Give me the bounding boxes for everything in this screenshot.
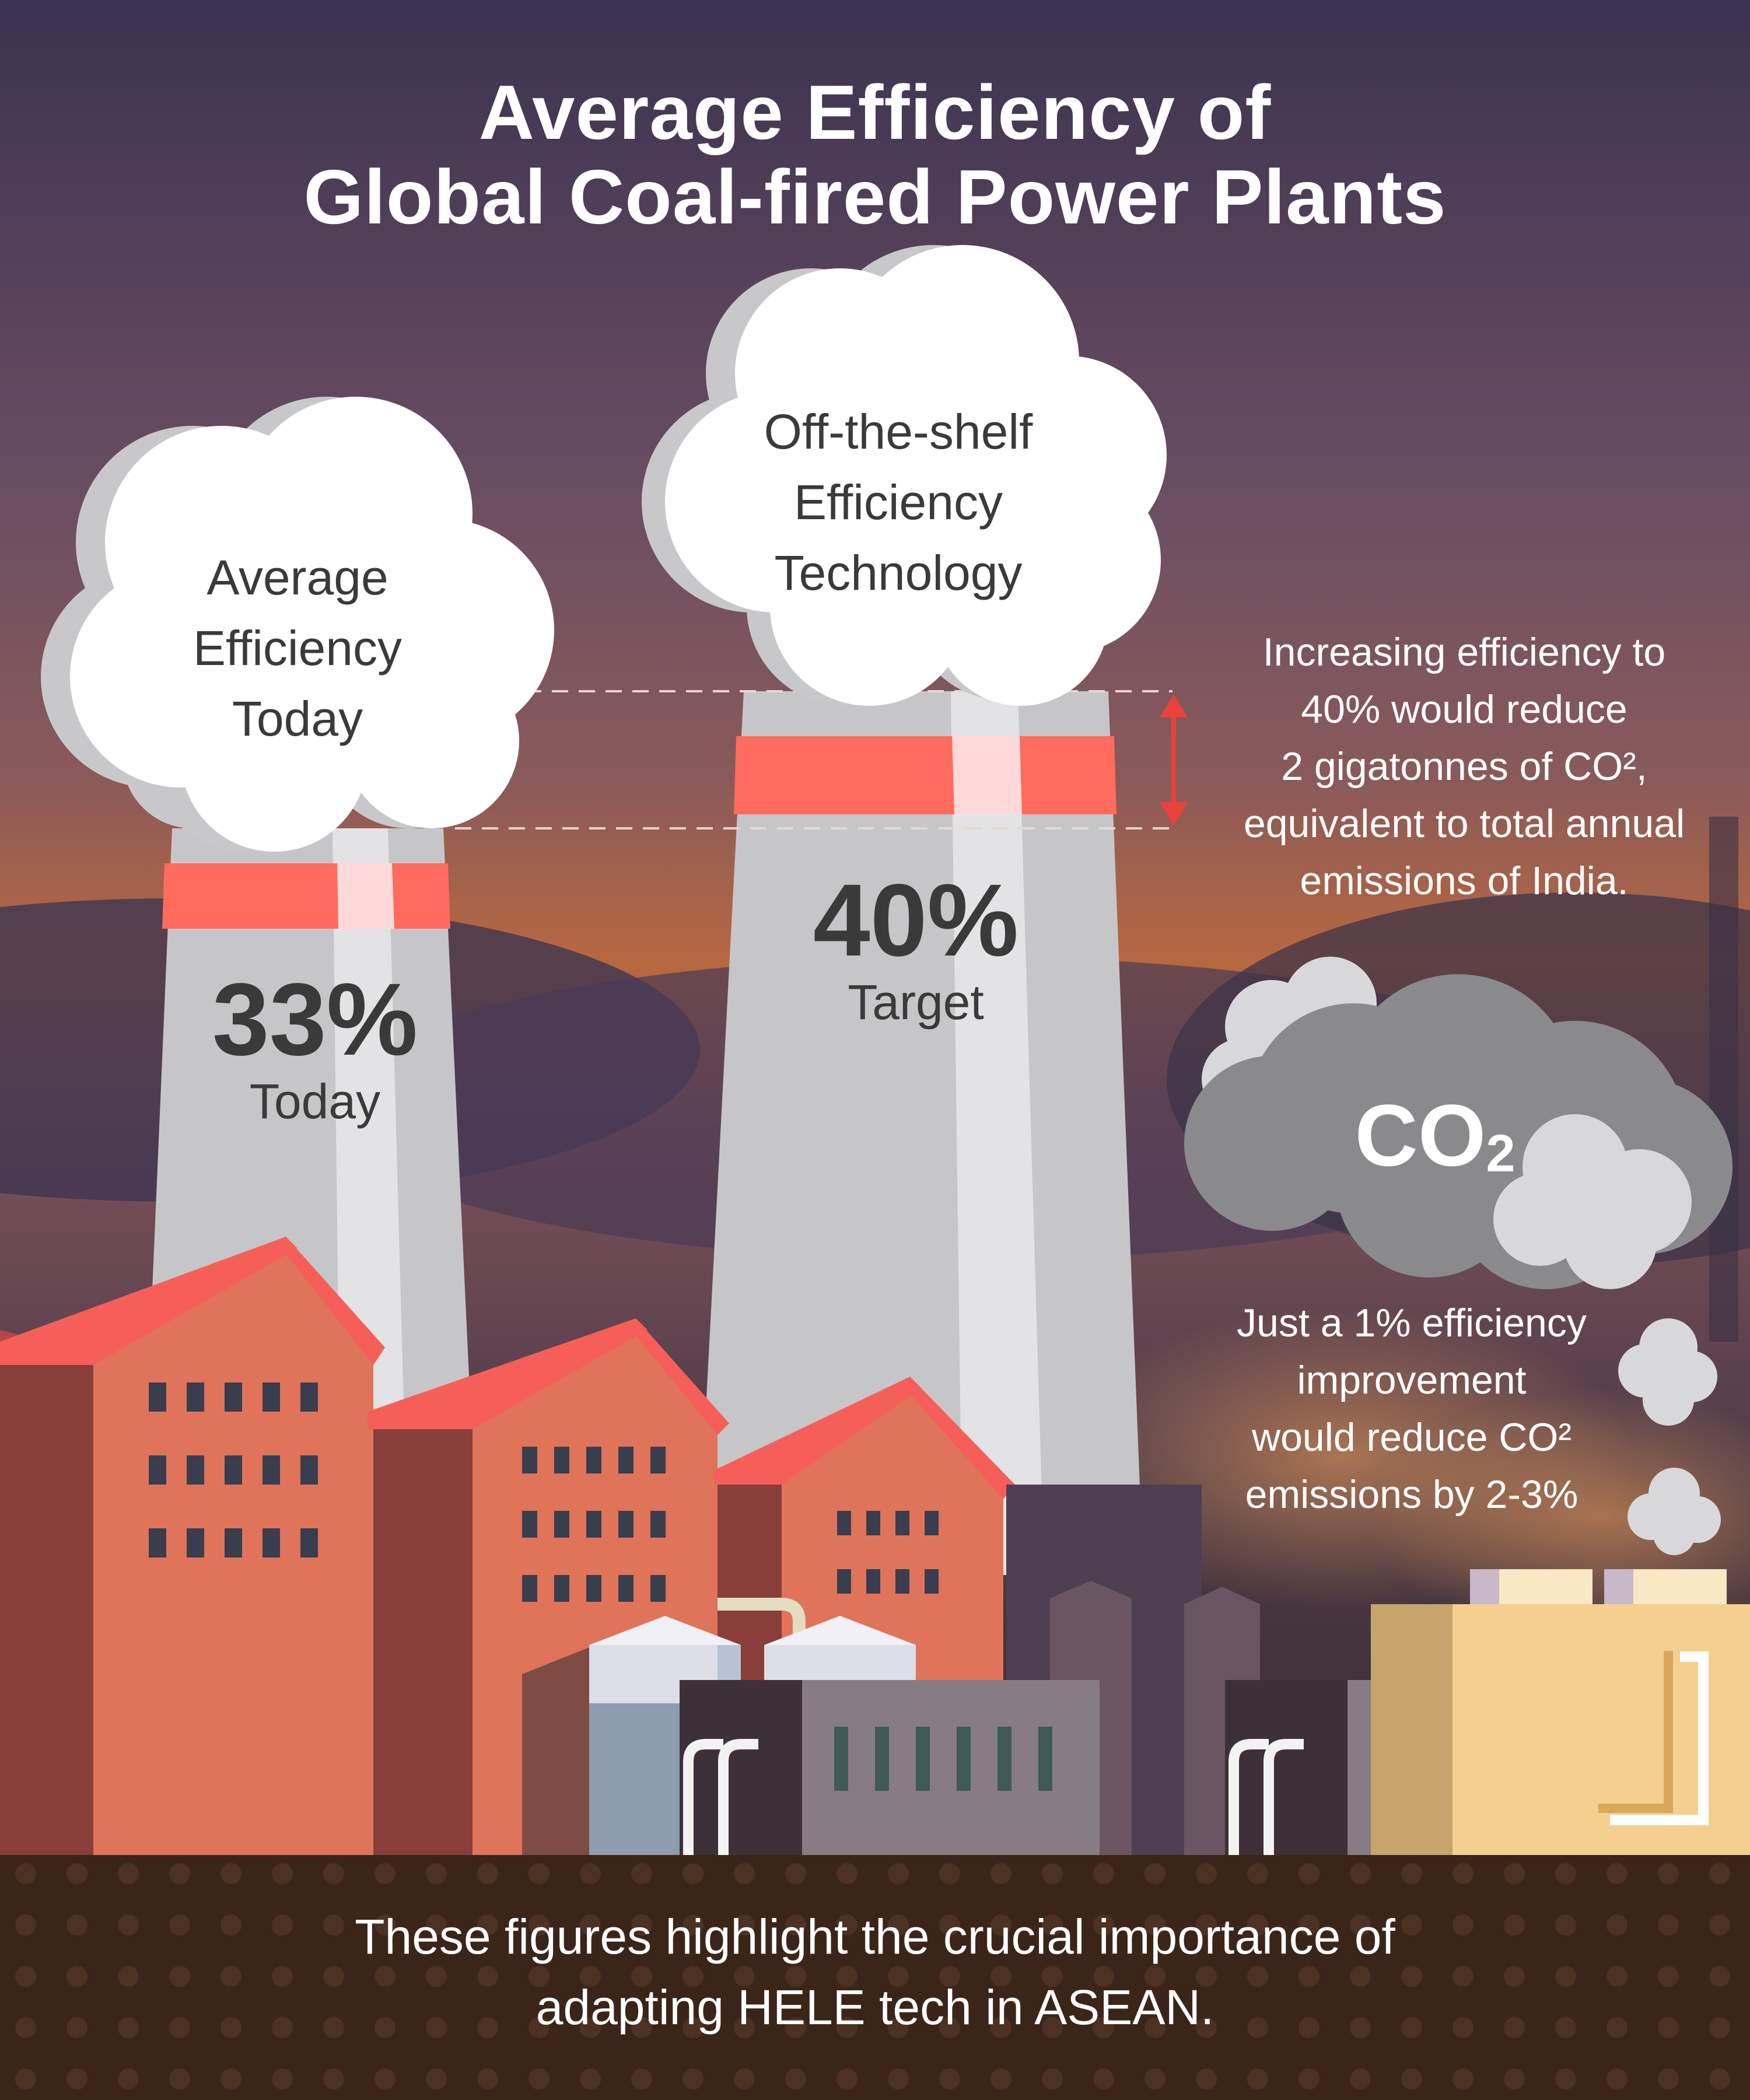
left-cloud-line: Efficiency [193, 620, 402, 676]
page-title: Average Efficiency of Global Coal-fired … [175, 69, 1575, 240]
co2-label: CO2 [1301, 1085, 1569, 1186]
right-cloud-line: Technology [774, 545, 1023, 600]
right-cooling-tower [697, 691, 1143, 1575]
title-line-1: Average Efficiency of [478, 69, 1272, 155]
small-smoke-puff [1628, 1468, 1721, 1555]
shed [522, 1645, 595, 1855]
footer-line-1: These figures highlight the crucial impo… [355, 1909, 1395, 1964]
small-smoke-puff [1618, 1318, 1717, 1426]
tan-building [1371, 1569, 1750, 1855]
target-efficiency-label: Target [848, 975, 984, 1030]
note-line: equivalent to total annual [1243, 801, 1685, 846]
left-steam-cloud [41, 397, 554, 852]
left-cloud-label: Average Efficiency Today [134, 542, 461, 754]
footer-line-2: adapting HELE tech in ASEAN. [536, 1979, 1214, 2035]
footer-message: These figures highlight the crucial impo… [117, 1902, 1633, 2043]
note-line: emissions by 2-3% [1245, 1472, 1578, 1517]
co2-text: CO [1354, 1086, 1486, 1184]
right-cloud-line: Off-the-shelf [764, 404, 1033, 459]
efficiency-improvement-note: Just a 1% efficiency improvement would r… [1167, 1295, 1657, 1524]
background-chimney [1709, 817, 1738, 1342]
note-line: emissions of India. [1300, 858, 1629, 903]
right-steam-cloud [642, 245, 1167, 706]
target-efficiency-value: 40% [813, 863, 1019, 978]
note-line: 2 gigatonnes of CO², [1281, 744, 1647, 789]
pipe [718, 1598, 806, 1645]
today-efficiency-label: Today [249, 1074, 381, 1129]
note-line: 40% would reduce [1301, 687, 1628, 732]
left-cloud-line: Average [206, 550, 388, 605]
co2-cloud [1184, 957, 1732, 1289]
right-cloud-label: Off-the-shelf Efficiency Technology [729, 397, 1068, 608]
title-line-2: Global Coal-fired Power Plants [303, 154, 1447, 240]
footer-dot-pattern [0, 1855, 1750, 2100]
note-line: Just a 1% efficiency [1237, 1301, 1587, 1345]
left-cloud-line: Today [232, 691, 363, 746]
factory-unit-left [680, 1680, 1100, 1855]
note-line: improvement [1297, 1357, 1527, 1402]
note-line: would reduce CO² [1251, 1415, 1572, 1460]
right-cloud-line: Efficiency [794, 474, 1003, 530]
co2-reduction-note: Increasing efficiency to 40% would reduc… [1202, 624, 1727, 910]
note-line: Increasing efficiency to [1262, 630, 1666, 674]
today-efficiency-value: 33% [212, 963, 418, 1077]
left-brick-building [0, 1237, 385, 1855]
co2-subscript: 2 [1486, 1125, 1516, 1183]
